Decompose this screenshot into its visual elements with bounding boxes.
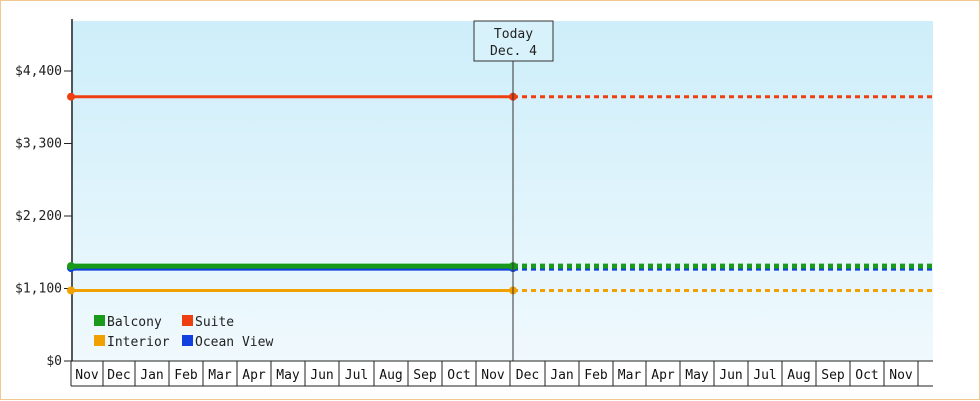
month-label: Apr [242, 368, 266, 383]
y-tick-label: $2,200 [15, 209, 62, 224]
interior-start-point [67, 286, 75, 295]
y-tick-label: $3,300 [15, 137, 62, 152]
balcony-start-point [67, 262, 75, 271]
month-label: Aug [787, 368, 810, 383]
month-label: May [685, 368, 709, 383]
y-tick-label: $1,100 [15, 282, 62, 297]
today-title: Today [494, 27, 533, 42]
month-label: Jul [753, 368, 776, 383]
month-label: May [276, 368, 300, 383]
suite-start-point [67, 92, 75, 101]
legend-label-ocean-view: Ocean View [195, 335, 273, 350]
legend-swatch-suite [182, 315, 193, 326]
legend-swatch-ocean-view [182, 335, 193, 346]
month-label: Nov [481, 368, 505, 383]
legend-label-suite: Suite [195, 315, 234, 330]
month-label: Feb [174, 368, 198, 383]
month-label: Jan [550, 368, 573, 383]
month-label: Oct [447, 368, 470, 383]
y-tick-label: $4,400 [15, 64, 62, 79]
month-label: Jun [719, 368, 742, 383]
month-label: Mar [618, 368, 642, 383]
legend-label-interior: Interior [107, 335, 170, 350]
month-label: Mar [208, 368, 232, 383]
month-label: Nov [889, 368, 913, 383]
today-date: Dec. 4 [490, 44, 537, 59]
month-label: Feb [584, 368, 608, 383]
month-label: Sep [413, 368, 437, 383]
plot-area [71, 21, 933, 361]
y-tick-label: $0 [46, 354, 62, 369]
legend-swatch-interior [94, 335, 105, 346]
month-label: Oct [855, 368, 878, 383]
month-label: Apr [651, 368, 675, 383]
today-box [473, 20, 554, 62]
month-label: Aug [379, 368, 402, 383]
month-label: Nov [75, 368, 99, 383]
month-label: Jan [140, 368, 163, 383]
legend-label-balcony: Balcony [107, 315, 162, 330]
month-label: Dec [107, 368, 130, 383]
month-label: Dec [516, 368, 539, 383]
month-label: Jul [345, 368, 368, 383]
month-label: Jun [310, 368, 333, 383]
month-label: Sep [821, 368, 845, 383]
legend-swatch-balcony [94, 315, 105, 326]
